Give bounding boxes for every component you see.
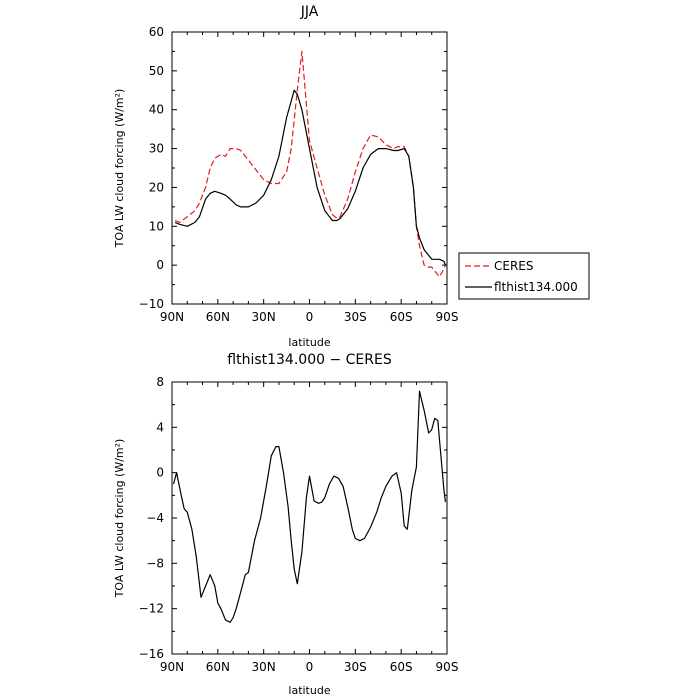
panel-1-y-tick-label: 0 [156, 258, 164, 272]
panel-2-y-axis-label: TOA LW cloud forcing (W/m²) [113, 439, 126, 599]
panel-1-y-tick-label: 50 [149, 64, 164, 78]
panel-2-x-tick-label: 30S [344, 660, 367, 674]
panel-2-x-tick-label: 60N [206, 660, 230, 674]
panel-1-x-tick-label: 90N [160, 310, 184, 324]
panel-2-x-tick-label: 0 [306, 660, 314, 674]
panel-2-x-tick-label: 90S [436, 660, 459, 674]
panel-2-chart-title: flthist134.000 − CERES [227, 352, 392, 368]
panel-1-x-tick-label: 60S [390, 310, 413, 324]
panel-1-x-tick-label: 0 [306, 310, 314, 324]
panel-1-y-axis-label: TOA LW cloud forcing (W/m²) [113, 89, 126, 249]
panel-1-x-tick-label: 30S [344, 310, 367, 324]
panel-1-y-tick-label: 60 [149, 25, 164, 39]
panel-2-x-axis-label: latitude [288, 684, 330, 697]
panel-1-x-tick-label: 60N [206, 310, 230, 324]
panel-1-y-tick-label: 40 [149, 103, 164, 117]
panel-2-x-tick-label: 60S [390, 660, 413, 674]
panel-2-y-tick-label: −12 [139, 602, 164, 616]
panel-1-legend-box [458, 252, 590, 300]
panel-2-y-tick-label: −8 [146, 556, 164, 570]
panel-1-y-tick-label: −10 [139, 297, 164, 311]
panel-1-y-tick-label: 30 [149, 142, 164, 156]
panel-1-legend-entry-2: flthist134.000 [494, 280, 578, 294]
panel-2-plot-frame [171, 381, 448, 655]
panel-1-y-tick-label: 20 [149, 180, 164, 194]
panel-2-y-tick-label: 8 [156, 375, 164, 389]
panel-1-plot-frame [171, 31, 448, 305]
panel-1-x-tick-label: 30N [252, 310, 276, 324]
panel-2-y-tick-label: 4 [156, 420, 164, 434]
panel-2-y-tick-label: −4 [146, 511, 164, 525]
panel-1-chart-title: JJA [300, 4, 319, 20]
panel-2-y-tick-label: −16 [139, 647, 164, 661]
panel-1-x-tick-label: 90S [436, 310, 459, 324]
panel-2-x-tick-label: 90N [160, 660, 184, 674]
panel-1-y-tick-label: 10 [149, 219, 164, 233]
panel-1-x-axis-label: latitude [288, 336, 330, 349]
panel-1-series-line-2 [174, 89, 447, 266]
panel-1-series-line-1 [174, 50, 447, 278]
panel-2-series-line-1 [172, 390, 447, 623]
panel-2-y-tick-label: 0 [156, 466, 164, 480]
panel-1-legend-entry-1: CERES [494, 259, 534, 273]
panel-2-x-tick-label: 30N [252, 660, 276, 674]
